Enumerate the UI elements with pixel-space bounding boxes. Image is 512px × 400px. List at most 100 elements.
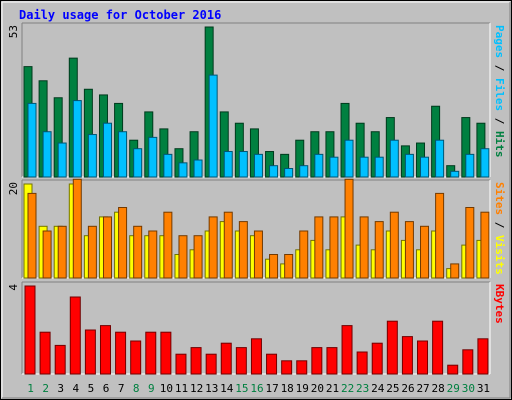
panel-legend: KBytes — [493, 284, 506, 324]
bar-kbytes-22 — [341, 325, 353, 375]
bar-kbytes-9 — [145, 331, 157, 375]
panel-ymax-label: 53 — [7, 25, 20, 38]
x-tick-24: 24 — [371, 382, 385, 395]
bar-sites-16 — [253, 230, 263, 279]
bar-sites-6 — [102, 216, 112, 279]
x-tick-27: 27 — [416, 382, 429, 395]
bar-files-6 — [102, 122, 112, 178]
bar-sites-22 — [344, 178, 354, 279]
bar-kbytes-25 — [386, 320, 398, 375]
bar-kbytes-10 — [160, 331, 172, 375]
bar-kbytes-4 — [69, 296, 81, 375]
bar-kbytes-1 — [24, 285, 36, 375]
bar-kbytes-12 — [190, 347, 202, 375]
bar-sites-31 — [480, 211, 490, 279]
bar-sites-28 — [435, 192, 445, 279]
bar-kbytes-6 — [99, 325, 111, 375]
bar-sites-30 — [465, 207, 475, 279]
x-tick-29: 29 — [447, 382, 460, 395]
bar-files-4 — [72, 100, 82, 178]
bar-sites-21 — [329, 216, 339, 279]
x-tick-14: 14 — [220, 382, 234, 395]
bar-files-2 — [42, 131, 52, 178]
x-tick-15: 15 — [235, 382, 248, 395]
bar-files-11 — [178, 162, 188, 178]
bar-kbytes-31 — [477, 338, 489, 375]
bar-files-13 — [208, 74, 218, 178]
bar-files-16 — [253, 153, 263, 178]
bar-kbytes-26 — [401, 336, 413, 375]
panel-ymax-label: 4 — [7, 284, 20, 291]
bar-files-22 — [344, 139, 354, 178]
bar-sites-1 — [27, 192, 37, 279]
bar-files-10 — [163, 153, 173, 178]
x-tick-16: 16 — [250, 382, 263, 395]
bar-kbytes-29 — [447, 364, 459, 375]
legend-visits: Visits — [493, 235, 506, 275]
bar-sites-18 — [284, 254, 294, 279]
x-tick-25: 25 — [386, 382, 399, 395]
bar-files-24 — [374, 156, 384, 178]
bar-sites-20 — [314, 216, 324, 279]
legend-kbytes: KBytes — [493, 284, 506, 324]
x-tick-11: 11 — [175, 382, 188, 395]
x-tick-4: 4 — [73, 382, 80, 395]
chart-title: Daily usage for October 2016 — [19, 8, 221, 22]
bar-files-25 — [389, 139, 399, 178]
bar-sites-9 — [148, 230, 158, 279]
bar-files-23 — [359, 156, 369, 178]
bar-files-12 — [193, 159, 203, 178]
bar-kbytes-23 — [356, 351, 368, 375]
bar-files-7 — [118, 131, 128, 178]
panel-ymax-label: 20 — [7, 182, 20, 195]
bar-sites-29 — [450, 263, 460, 279]
x-tick-20: 20 — [311, 382, 324, 395]
x-tick-30: 30 — [462, 382, 475, 395]
x-tick-8: 8 — [133, 382, 140, 395]
bar-files-30 — [465, 153, 475, 178]
bar-kbytes-30 — [462, 349, 474, 375]
x-tick-7: 7 — [118, 382, 125, 395]
bar-kbytes-28 — [432, 320, 444, 375]
legend-sites: Sites — [493, 182, 506, 215]
x-tick-31: 31 — [477, 382, 490, 395]
legend-pages: Pages — [493, 25, 506, 58]
bar-sites-26 — [404, 221, 414, 279]
x-tick-3: 3 — [57, 382, 64, 395]
x-tick-21: 21 — [326, 382, 339, 395]
bar-files-27 — [420, 156, 430, 178]
bar-kbytes-18 — [281, 360, 293, 375]
bar-kbytes-3 — [54, 344, 66, 375]
x-tick-19: 19 — [296, 382, 309, 395]
bar-kbytes-19 — [296, 360, 308, 375]
x-tick-9: 9 — [148, 382, 155, 395]
bar-kbytes-15 — [235, 347, 247, 375]
bar-sites-7 — [118, 207, 128, 279]
x-tick-10: 10 — [160, 382, 173, 395]
bar-sites-15 — [238, 221, 248, 279]
x-tick-1: 1 — [27, 382, 34, 395]
bar-sites-4 — [72, 178, 82, 279]
bar-kbytes-5 — [84, 329, 96, 375]
legend-files: Files — [493, 78, 506, 111]
bar-sites-10 — [163, 211, 173, 279]
panel-kbytes: 4 KBytes — [7, 281, 506, 375]
bar-files-3 — [57, 142, 67, 178]
bar-kbytes-13 — [205, 353, 217, 375]
bar-files-18 — [284, 168, 294, 178]
bar-files-31 — [480, 148, 490, 178]
bar-kbytes-16 — [250, 338, 262, 375]
x-tick-5: 5 — [88, 382, 95, 395]
bar-sites-3 — [57, 225, 67, 279]
bar-files-20 — [314, 153, 324, 178]
bar-sites-5 — [87, 225, 97, 279]
bar-sites-23 — [359, 216, 369, 279]
bar-sites-14 — [223, 211, 233, 279]
bar-files-21 — [329, 156, 339, 178]
bar-sites-11 — [178, 235, 188, 279]
bar-kbytes-11 — [175, 353, 187, 375]
x-tick-13: 13 — [205, 382, 218, 395]
bar-files-26 — [404, 153, 414, 178]
x-tick-23: 23 — [356, 382, 369, 395]
